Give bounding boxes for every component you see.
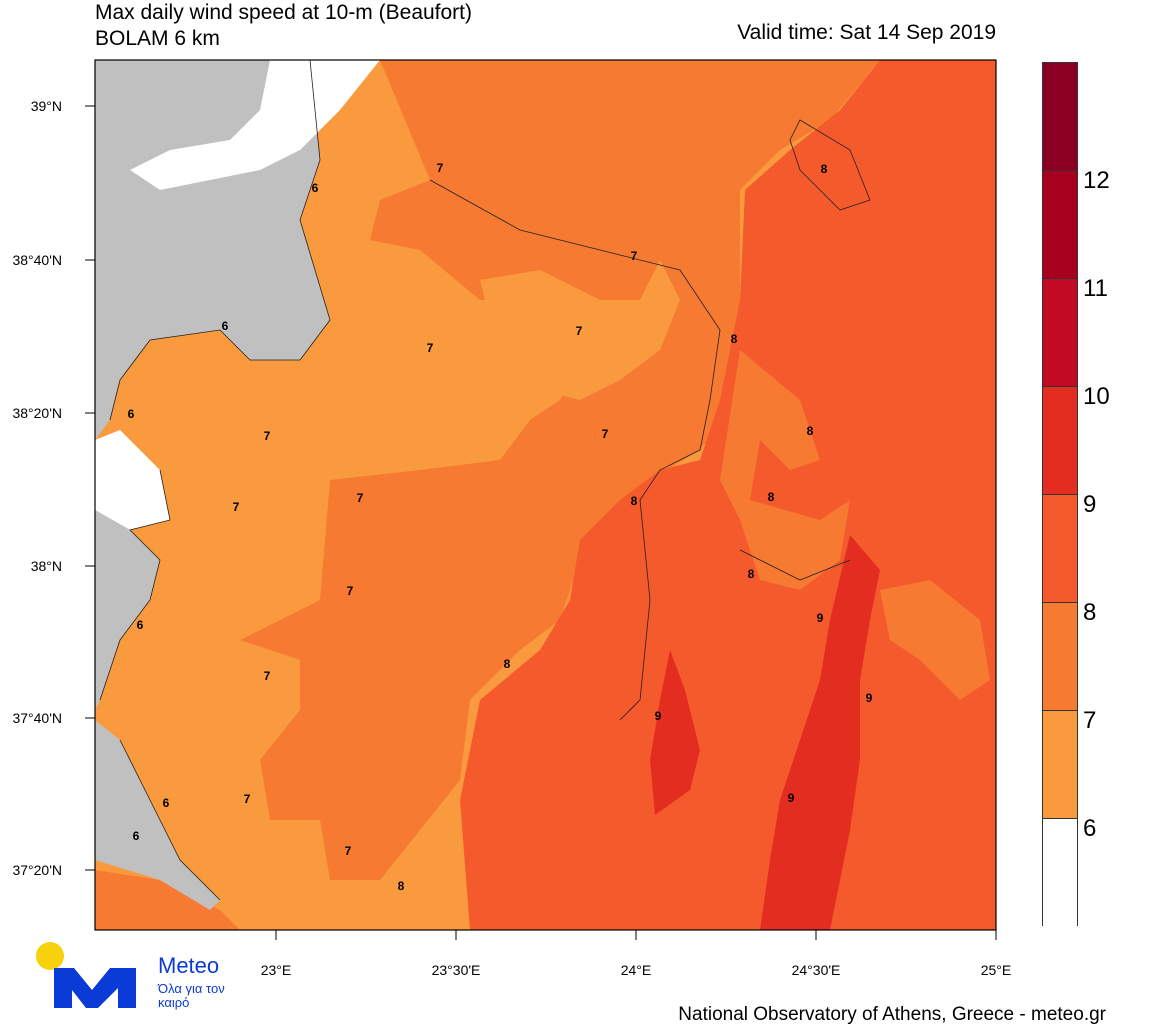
band-6-sw <box>95 870 240 930</box>
colorbar-label-8: 8 <box>1083 599 1097 626</box>
colorbar-7-8 <box>1043 603 1077 711</box>
credit-text: National Observatory of Athens, Greece -… <box>678 1004 1106 1025</box>
contour-label: 8 <box>807 424 814 438</box>
contour-label: 7 <box>576 324 583 338</box>
colorbar-label-10: 10 <box>1083 383 1110 410</box>
colorbar-below-6 <box>1043 819 1077 927</box>
coastlines <box>99 60 871 901</box>
contour-label: 8 <box>768 490 775 504</box>
contour-labels: 7 6 7 8 7 7 8 6 7 6 8 7 7 8 8 7 8 7 6 9 7 8 9 6 7 9 9 6 7 8 <box>128 161 873 893</box>
contour-label: 7 <box>347 584 354 598</box>
band-10-west <box>650 650 700 815</box>
brand-name: Meteo <box>158 953 220 978</box>
contour-label: 9 <box>866 691 873 705</box>
contour-label: 7 <box>437 161 444 175</box>
contour-label: 7 <box>345 844 352 858</box>
contour-label: 8 <box>398 879 405 893</box>
contour-label: 8 <box>748 567 755 581</box>
colorbar-8-9 <box>1043 495 1077 603</box>
colorbar <box>1042 62 1078 927</box>
contour-label: 6 <box>137 618 144 632</box>
lat-label: 37°40'N <box>12 710 62 726</box>
map-frame <box>94 59 997 931</box>
lat-label: 37°20'N <box>12 862 62 878</box>
lon-label: 23°E <box>261 962 292 978</box>
lon-label: 24°30'E <box>792 962 841 978</box>
model-name: BOLAM 6 km <box>95 27 220 50</box>
band-10 <box>760 535 880 930</box>
contour-label: 6 <box>133 829 140 843</box>
contour-label: 7 <box>233 500 240 514</box>
meteo-logo-icon <box>36 942 136 1008</box>
lat-label: 38°40'N <box>12 252 62 268</box>
lat-label: 39°N <box>31 98 62 114</box>
contour-label: 7 <box>264 669 271 683</box>
contour-label: 8 <box>731 332 738 346</box>
lat-label: 38°20'N <box>12 405 62 421</box>
colorbar-10-11 <box>1043 279 1077 387</box>
colorbar-label-7: 7 <box>1083 707 1097 734</box>
band-7-patch <box>480 260 680 400</box>
contour-label: 7 <box>264 429 271 443</box>
brand-slogan: Όλα για τον καιρό <box>158 981 225 1010</box>
longitude-axis: 23°E 23°30'E 24°E 24°30'E 25°E <box>261 930 1012 978</box>
colorbar-label-9: 9 <box>1083 491 1097 518</box>
land-southwest <box>95 510 160 710</box>
sea-gulf <box>130 60 380 190</box>
colorbar-9-10 <box>1043 387 1077 495</box>
contour-label: 9 <box>788 791 795 805</box>
band-8 <box>240 60 880 880</box>
contour-label: 7 <box>427 341 434 355</box>
sea-west <box>95 430 170 530</box>
band-8-east <box>720 350 850 590</box>
contour-label: 7 <box>631 249 638 263</box>
map-title: Max daily wind speed at 10-m (Beaufort) <box>95 1 473 24</box>
contour-label: 8 <box>821 162 828 176</box>
latitude-axis: 39°N 38°40'N 38°20'N 38°N 37°40'N 37°20'N <box>12 98 95 878</box>
contour-label: 8 <box>504 657 511 671</box>
contour-label: 7 <box>244 792 251 806</box>
contour-label: 6 <box>222 319 229 333</box>
band-8-east-2 <box>880 580 990 700</box>
colorbar-label-12: 12 <box>1083 167 1110 194</box>
lat-label: 38°N <box>31 558 62 574</box>
contour-label: 6 <box>128 407 135 421</box>
colorbar-label-6: 6 <box>1083 815 1097 842</box>
colorbar-label-11: 11 <box>1083 275 1108 302</box>
valid-time: Valid time: Sat 14 Sep 2019 <box>737 21 996 44</box>
contour-label: 9 <box>817 611 824 625</box>
contour-label: 7 <box>357 491 364 505</box>
colorbar-6-7 <box>1043 711 1077 819</box>
lon-label: 25°E <box>981 962 1012 978</box>
contour-label: 8 <box>631 494 638 508</box>
contour-label: 6 <box>163 796 170 810</box>
lon-label: 24°E <box>621 962 652 978</box>
contour-label: 7 <box>602 427 609 441</box>
colorbar-11-12 <box>1043 171 1077 279</box>
contour-label: 9 <box>655 709 662 723</box>
colorbar-12-13 <box>1043 63 1077 171</box>
contour-label: 6 <box>312 181 319 195</box>
lon-label: 23°30'E <box>432 962 481 978</box>
